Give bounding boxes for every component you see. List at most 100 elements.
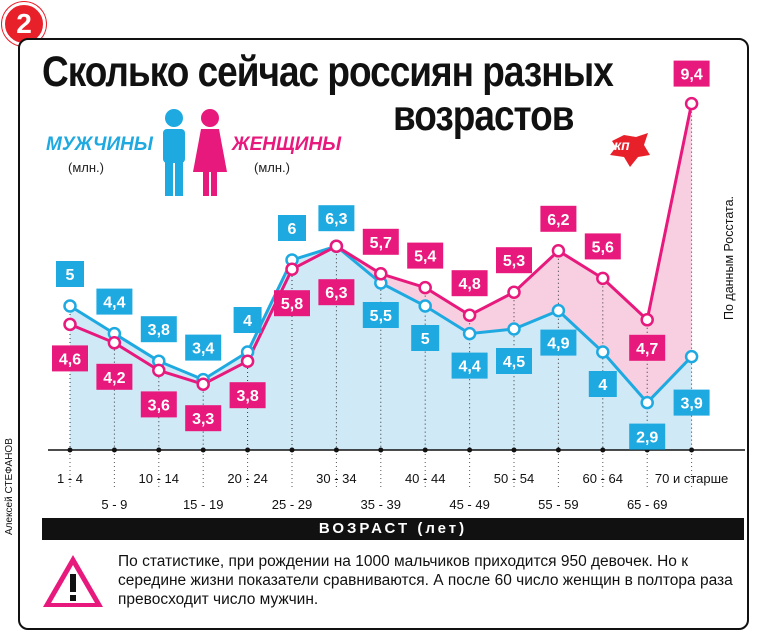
tick-dot: [600, 447, 606, 453]
women-value-label: 4,8: [458, 276, 480, 293]
x-tick-label: 25 - 29: [272, 497, 312, 512]
men-value-label-box: [588, 371, 617, 397]
women-value-label: 3,8: [236, 388, 258, 405]
women-data-point: [596, 271, 610, 286]
men-value-label: 4: [243, 313, 252, 330]
legend-women-unit: (млн.): [254, 160, 290, 175]
women-data-point: [240, 354, 255, 368]
chart-title-line1: Сколько сейчас россиян разных: [42, 48, 614, 96]
men-value-label-box: [362, 302, 399, 328]
x-tick-label: 50 - 54: [494, 471, 534, 486]
women-value-label: 5,6: [592, 239, 614, 256]
women-value-label: 6,3: [325, 285, 347, 302]
men-value-label-box: [540, 329, 577, 356]
man-icon: [163, 109, 185, 196]
men-data-point: [462, 326, 477, 341]
kp-logo-icon: [610, 133, 650, 167]
women-value-label: 4,6: [59, 351, 81, 368]
women-value-label-box: [52, 345, 88, 372]
women-value-label-box: [584, 233, 621, 260]
legend-men-unit: (млн.): [68, 160, 104, 175]
men-value-label: 3,9: [680, 396, 702, 413]
men-value-label-box: [318, 205, 355, 232]
men-value-label-box: [140, 316, 177, 343]
women-value-label-box: [140, 391, 177, 418]
women-value-label: 5,4: [414, 249, 436, 266]
men-value-label-box: [451, 352, 488, 379]
x-tick-label: 10 - 14: [139, 471, 179, 486]
men-value-label: 5: [421, 331, 430, 348]
tick-dot: [111, 447, 117, 453]
x-tick-label: 70 и старше: [655, 471, 728, 486]
women-data-point: [152, 363, 166, 378]
tick-dot: [67, 447, 73, 453]
x-tick-label: 35 - 39: [361, 497, 401, 512]
section-number-badge: 2: [2, 2, 46, 46]
women-data-point: [640, 313, 654, 327]
women-value-label: 5,3: [503, 253, 525, 270]
women-data-point: [329, 239, 344, 253]
women-area-fill: [70, 103, 692, 403]
tick-dot: [156, 447, 162, 453]
x-tick-label: 45 - 49: [449, 497, 489, 512]
women-value-label: 5,8: [281, 296, 303, 313]
women-value-label: 4,7: [636, 341, 658, 358]
x-tick-label: 20 - 24: [227, 471, 267, 486]
men-area-fill: [70, 246, 692, 450]
tick-dot: [422, 447, 428, 453]
women-value-label-box: [673, 60, 710, 87]
tick-dot: [333, 447, 339, 453]
women-data-point: [418, 280, 432, 295]
women-data-point: [684, 96, 699, 111]
women-data-point: [374, 267, 388, 281]
x-tick-label: 55 - 59: [538, 497, 578, 512]
women-data-point: [196, 377, 210, 391]
men-data-point: [551, 303, 566, 318]
tick-dot: [245, 447, 251, 453]
men-value-label-box: [673, 389, 710, 416]
women-value-label-box: [496, 247, 532, 274]
men-data-point: [684, 349, 699, 364]
women-value-label-box: [451, 270, 488, 297]
women-value-label: 6,2: [547, 212, 569, 229]
men-value-label: 4,5: [503, 354, 525, 371]
men-value-label: 2,9: [636, 430, 658, 447]
women-value-label-box: [318, 279, 355, 306]
women-value-label-box: [274, 290, 310, 317]
men-value-label-box: [56, 261, 84, 287]
tick-dot: [200, 447, 206, 453]
women-value-label-box: [540, 205, 577, 232]
women-value-label: 3,6: [148, 397, 170, 414]
women-data-point: [507, 285, 521, 299]
women-value-label-box: [362, 228, 399, 255]
x-tick-label: 65 - 69: [627, 497, 667, 512]
tick-dot: [689, 447, 695, 453]
woman-icon: [193, 109, 227, 196]
x-tick-label: 1 - 4: [57, 471, 83, 486]
women-value-label-box: [629, 334, 666, 361]
men-value-label: 5,5: [370, 308, 392, 325]
men-value-label: 3,8: [148, 322, 170, 339]
men-value-label-box: [496, 348, 532, 374]
women-value-label: 5,7: [370, 235, 392, 252]
men-value-label: 6,3: [325, 211, 347, 228]
x-tick-label: 40 - 44: [405, 471, 445, 486]
women-value-label-box: [96, 363, 133, 390]
tick-dot: [378, 447, 384, 453]
men-value-label: 3,4: [192, 341, 214, 358]
women-value-label: 4,2: [103, 370, 125, 387]
men-value-label-box: [96, 288, 133, 315]
men-value-label: 5: [66, 267, 75, 284]
women-data-point: [63, 317, 77, 332]
women-value-label-box: [185, 405, 222, 432]
women-data-point: [551, 244, 566, 258]
women-value-label-box: [229, 382, 266, 409]
men-value-label-box: [185, 334, 222, 361]
men-value-label: 4,4: [103, 295, 125, 312]
women-value-label: 3,3: [192, 411, 214, 428]
men-value-label-box: [629, 423, 666, 450]
tick-dot: [289, 447, 295, 453]
men-value-label: 4: [598, 377, 607, 394]
x-tick-label: 60 - 64: [583, 471, 623, 486]
